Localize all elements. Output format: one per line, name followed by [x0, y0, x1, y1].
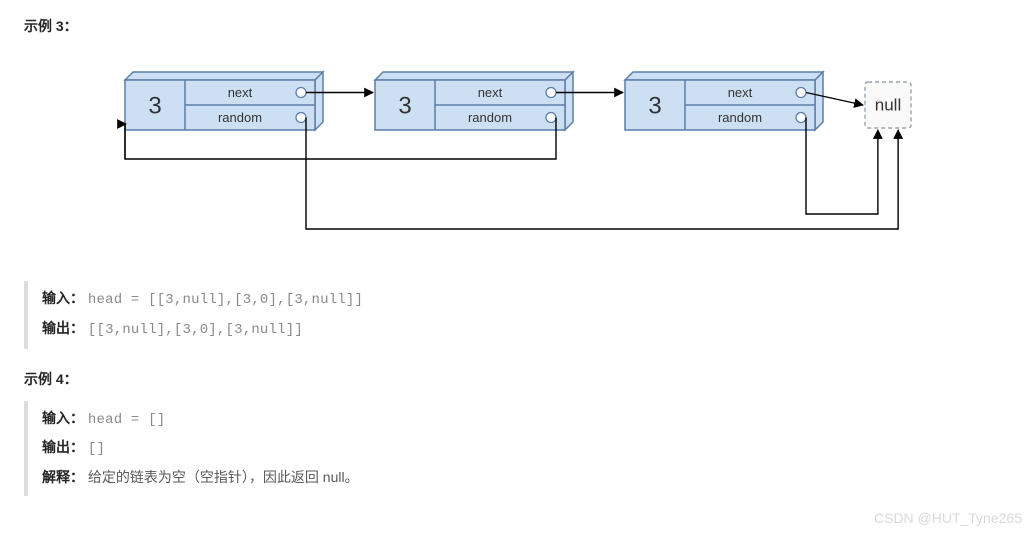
- watermark: CSDN @HUT_Tyne265: [874, 510, 1022, 526]
- example4-block: 输入： head = [] 输出： [] 解释： 给定的链表为空（空指针），因此…: [24, 401, 1006, 496]
- svg-text:null: null: [875, 95, 901, 114]
- example4-heading: 示例 4：: [24, 369, 1006, 389]
- linked-list-diagram: 3 next random 3 next random 3 next random null: [24, 64, 1006, 247]
- svg-text:next: next: [478, 85, 503, 100]
- svg-text:3: 3: [148, 92, 161, 119]
- input-value: head = []: [88, 412, 165, 428]
- svg-text:3: 3: [398, 92, 411, 119]
- svg-text:random: random: [718, 110, 762, 125]
- output-value: [[3,null],[3,0],[3,null]]: [88, 322, 303, 338]
- output-label: 输出：: [42, 320, 84, 336]
- explain-text: 给定的链表为空（空指针），因此返回 null。: [88, 469, 359, 485]
- example3-block: 输入： head = [[3,null],[3,0],[3,null]] 输出：…: [24, 281, 1006, 349]
- example4-explain-row: 解释： 给定的链表为空（空指针），因此返回 null。: [42, 466, 1006, 490]
- input-label: 输入：: [42, 410, 84, 426]
- svg-text:random: random: [468, 110, 512, 125]
- input-value: head = [[3,null],[3,0],[3,null]]: [88, 292, 363, 308]
- svg-text:3: 3: [648, 92, 661, 119]
- svg-text:random: random: [218, 110, 262, 125]
- example4-input-row: 输入： head = []: [42, 407, 1006, 433]
- example3-input-row: 输入： head = [[3,null],[3,0],[3,null]]: [42, 287, 1006, 313]
- svg-text:next: next: [228, 85, 253, 100]
- input-label: 输入：: [42, 290, 84, 306]
- output-value: []: [88, 441, 105, 457]
- explain-label: 解释：: [42, 469, 84, 485]
- svg-text:next: next: [728, 85, 753, 100]
- example3-heading: 示例 3：: [24, 16, 1006, 36]
- output-label: 输出：: [42, 439, 84, 455]
- example3-output-row: 输出： [[3,null],[3,0],[3,null]]: [42, 317, 1006, 343]
- example4-output-row: 输出： []: [42, 436, 1006, 462]
